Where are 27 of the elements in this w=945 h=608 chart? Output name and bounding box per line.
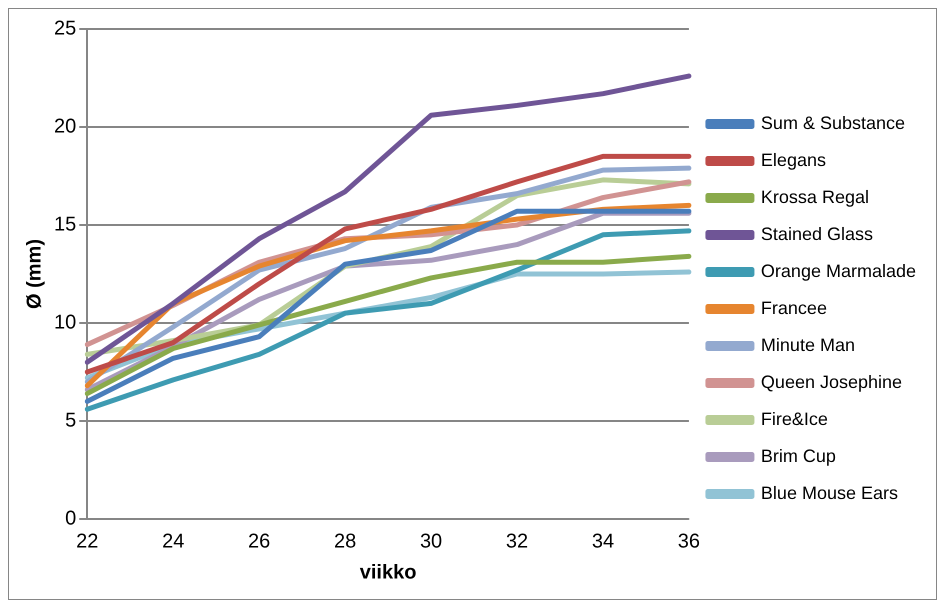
legend-label: Francee (760, 298, 827, 318)
legend-label: Minute Man (760, 334, 855, 355)
legend-label: Fire&Ice (760, 408, 828, 429)
legend-label: Orange Marmalade (760, 260, 916, 281)
x-tick-label: 22 (76, 530, 98, 553)
y-tick-label: 25 (54, 18, 76, 40)
x-axis-title: viikko (360, 562, 416, 584)
legend-label: Elegans (760, 150, 826, 170)
y-tick-label: 5 (65, 410, 76, 432)
y-tick-label: 10 (54, 312, 76, 334)
x-tick-label: 32 (506, 530, 528, 553)
x-tick-label: 36 (678, 530, 700, 553)
x-tick-label: 30 (420, 530, 442, 553)
y-tick-label: 15 (54, 214, 76, 236)
y-tick-label: 20 (54, 116, 76, 138)
x-tick-label: 28 (334, 530, 356, 553)
legend-label: Blue Mouse Ears (760, 482, 898, 503)
x-tick-label: 34 (592, 530, 614, 553)
legend-label: Brim Cup (760, 446, 836, 466)
y-axis-title: Ø (mm) (24, 239, 46, 309)
legend-label: Stained Glass (760, 224, 873, 244)
x-tick-label: 24 (162, 530, 184, 553)
y-tick-label: 0 (65, 508, 76, 530)
legend-label: Queen Josephine (760, 372, 902, 392)
legend-label: Sum & Substance (760, 112, 906, 133)
legend-label: Krossa Regal (760, 186, 869, 207)
x-tick-label: 26 (248, 530, 270, 553)
